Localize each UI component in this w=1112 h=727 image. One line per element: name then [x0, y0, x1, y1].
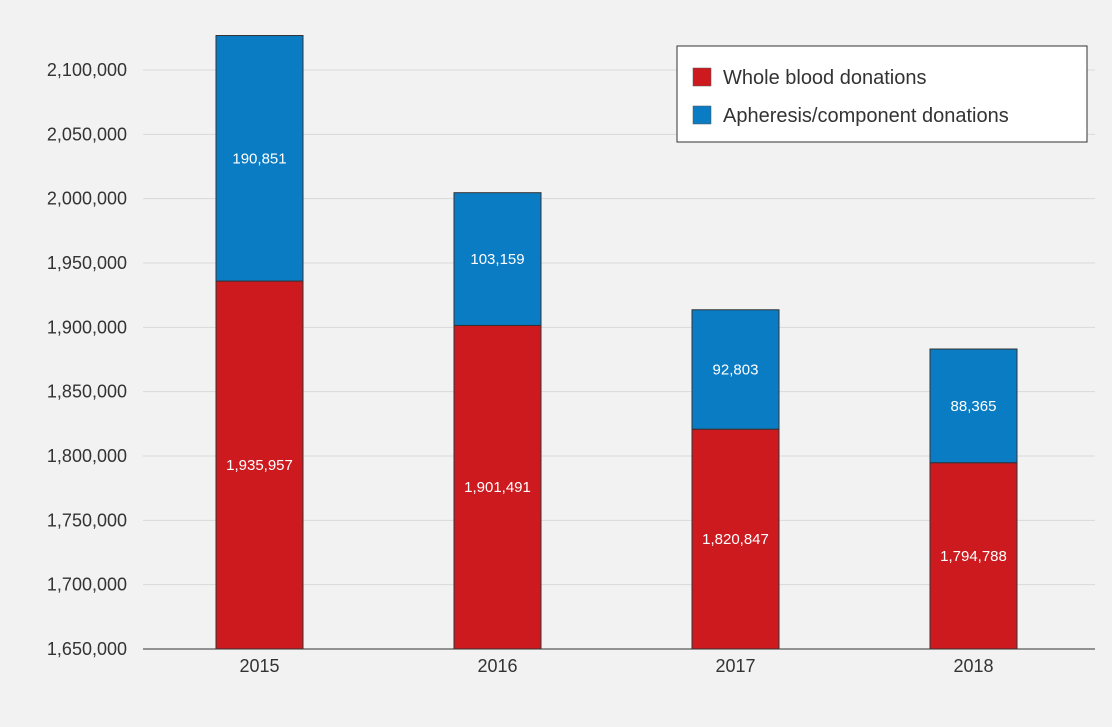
y-tick-label: 1,850,000 [47, 382, 127, 402]
y-axis: 1,650,000 1,700,000 1,750,000 1,800,000 1,85… [47, 60, 127, 659]
legend-swatch-apheresis [692, 105, 712, 125]
x-tick-label: 2018 [953, 656, 993, 676]
bars: 1,935,957 190,851 1,901,491 103,159 1,820,84… [215, 35, 1018, 650]
y-tick-label: 2,000,000 [47, 189, 127, 209]
y-tick-label: 1,650,000 [47, 639, 127, 659]
x-axis: 2015 2016 2017 2018 [143, 648, 1095, 676]
data-label: 1,901,491 [464, 479, 531, 496]
bar-segment-apheresis-2018 [929, 348, 1018, 464]
y-tick-label: 1,800,000 [47, 446, 127, 466]
y-tick-label: 1,950,000 [47, 253, 127, 273]
legend-label-whole-blood: Whole blood donations [723, 67, 926, 89]
y-tick-label: 1,700,000 [47, 575, 127, 595]
x-tick-label: 2016 [477, 656, 517, 676]
y-tick-label: 1,750,000 [47, 510, 127, 530]
legend-swatch-whole-blood [692, 67, 712, 87]
data-label: 1,935,957 [226, 457, 293, 474]
x-tick-label: 2017 [715, 656, 755, 676]
y-tick-label: 1,900,000 [47, 317, 127, 337]
legend-label-apheresis: Apheresis/component donations [723, 105, 1009, 127]
legend: Whole blood donations Apheresis/componen… [676, 45, 1088, 143]
data-label: 92,803 [713, 361, 759, 378]
y-tick-label: 2,050,000 [47, 124, 127, 144]
data-label: 88,365 [951, 398, 997, 415]
bar-segment-whole-blood-2018 [929, 462, 1018, 650]
x-tick-label: 2015 [239, 656, 279, 676]
bar-segment-whole-blood-2015 [215, 280, 304, 650]
y-tick-label: 2,100,000 [47, 60, 127, 80]
bar-segment-apheresis-2015 [215, 35, 304, 282]
data-label: 1,820,847 [702, 531, 769, 548]
data-label: 103,159 [470, 251, 524, 268]
bar-segment-apheresis-2016 [453, 192, 542, 326]
data-label: 1,794,788 [940, 548, 1007, 565]
data-label: 190,851 [232, 150, 286, 167]
bar-segment-apheresis-2017 [691, 309, 780, 430]
bar-segment-whole-blood-2017 [691, 428, 780, 650]
legend-box [676, 45, 1088, 143]
